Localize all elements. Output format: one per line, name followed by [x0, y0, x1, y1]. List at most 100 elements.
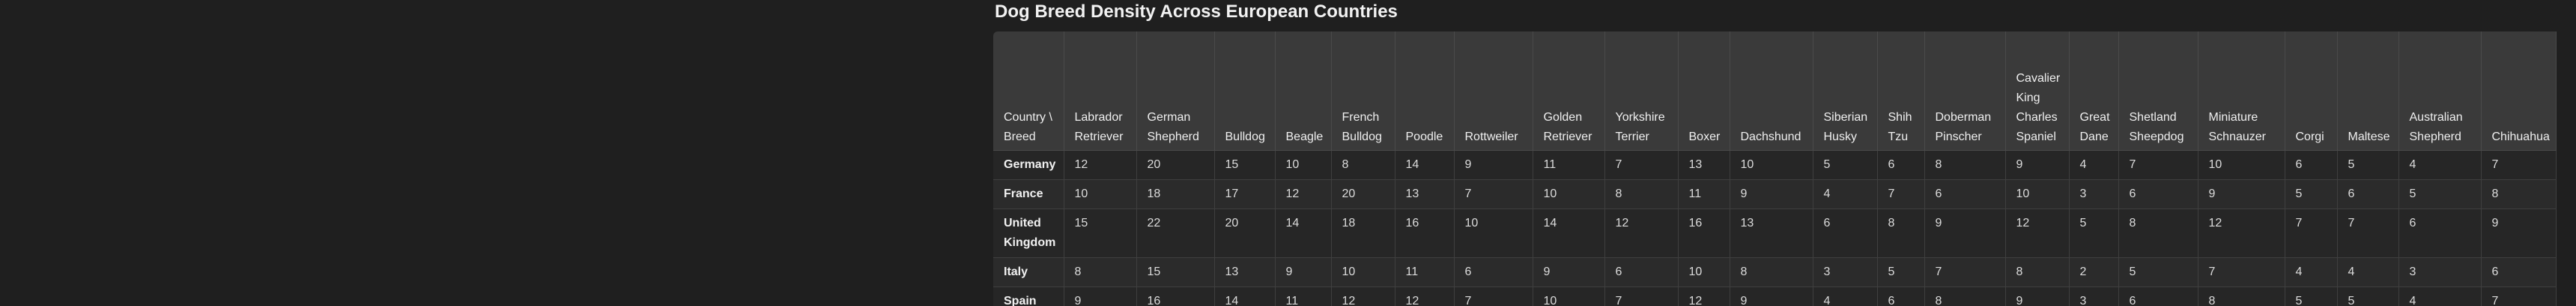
table-container[interactable]: Country \ Breed Labrador Retriever German…: [993, 32, 2576, 306]
table-cell: 8: [2198, 286, 2285, 306]
table-cell: 5: [2398, 179, 2482, 209]
table-cell: 8: [1877, 208, 1925, 258]
table-cell: 15: [1064, 208, 1137, 258]
table-cell: 6: [2118, 179, 2198, 209]
table-cell: 7: [1604, 150, 1679, 180]
column-header: Bulldog: [1214, 32, 1276, 151]
table-cell: 3: [1813, 257, 1878, 287]
table-cell: 3: [2398, 257, 2482, 287]
table-cell: 9: [1064, 286, 1137, 306]
table-cell: 8: [1604, 179, 1679, 209]
table-cell: 7: [1877, 179, 1925, 209]
table-body: Germany 12 20 15 10 8 14 9 11 7 13 10 5 6 8 9 4 7 10 6 5 4 7 Fr…: [993, 150, 2557, 306]
table-cell: 8: [1064, 257, 1137, 287]
column-header: Siberian Husky: [1813, 32, 1878, 151]
table-cell: 13: [1730, 208, 1813, 258]
table-cell: 20: [1214, 208, 1276, 258]
column-header: Great Dane: [2069, 32, 2119, 151]
column-header: Rottweiler: [1454, 32, 1533, 151]
table-cell: 16: [1136, 286, 1215, 306]
column-header: Boxer: [1678, 32, 1730, 151]
table-row: Germany 12 20 15 10 8 14 9 11 7 13 10 5 6 8 9 4 7 10 6 5 4 7: [993, 150, 2557, 180]
table-cell: 12: [1064, 150, 1137, 180]
table-cell: 5: [2337, 286, 2399, 306]
column-header: Shih Tzu: [1877, 32, 1925, 151]
table-row: Italy 8 15 13 9 10 11 6 9 6 10 8 3 5 7 8 2 5 7 4 4 3 6: [993, 257, 2557, 287]
table-cell: 10: [1678, 257, 1730, 287]
table-cell: 6: [1924, 179, 2006, 209]
table-cell: 10: [1275, 150, 1332, 180]
table-cell: 12: [1275, 179, 1332, 209]
table-cell: 4: [2337, 257, 2399, 287]
page-title: Dog Breed Density Across European Countr…: [995, 2, 1398, 22]
table-header-row: Country \ Breed Labrador Retriever German…: [993, 32, 2557, 151]
table-cell: 5: [1877, 257, 1925, 287]
table-cell: 6: [1877, 286, 1925, 306]
row-header-country: Germany: [993, 150, 1064, 180]
column-header: Labrador Retriever: [1064, 32, 1137, 151]
table-cell: 17: [1214, 179, 1276, 209]
table-cell: 11: [1678, 179, 1730, 209]
column-header: Beagle: [1275, 32, 1332, 151]
table-cell: 5: [1813, 150, 1878, 180]
table-cell: 6: [2118, 286, 2198, 306]
table-cell: 12: [1331, 286, 1395, 306]
table-cell: 4: [2398, 150, 2482, 180]
corner-header: Country \ Breed: [993, 32, 1064, 151]
table-cell: 7: [1454, 286, 1533, 306]
table-cell: 11: [1533, 150, 1605, 180]
table-cell: 12: [1395, 286, 1455, 306]
table-cell: 5: [2285, 286, 2338, 306]
table-cell: 18: [1136, 179, 1215, 209]
table-cell: 8: [2481, 179, 2557, 209]
table-cell: 12: [2198, 208, 2285, 258]
table-cell: 9: [2481, 208, 2557, 258]
table-cell: 9: [1275, 257, 1332, 287]
table-cell: 9: [1454, 150, 1533, 180]
table-cell: 9: [1730, 179, 1813, 209]
column-header: German Shepherd: [1136, 32, 1215, 151]
table-cell: 5: [2337, 150, 2399, 180]
table-cell: 7: [2285, 208, 2338, 258]
table-cell: 22: [1136, 208, 1215, 258]
table-cell: 4: [2069, 150, 2119, 180]
row-header-country: France: [993, 179, 1064, 209]
table-cell: 10: [1454, 208, 1533, 258]
table-cell: 18: [1331, 208, 1395, 258]
column-header: Yorkshire Terrier: [1604, 32, 1679, 151]
table-cell: 6: [1877, 150, 1925, 180]
table-cell: 3: [2069, 179, 2119, 209]
table-cell: 12: [1604, 208, 1679, 258]
column-header: Chihuahua: [2481, 32, 2557, 151]
column-header: Dachshund: [1730, 32, 1813, 151]
row-header-country: Spain: [993, 286, 1064, 306]
table-cell: 9: [2005, 286, 2070, 306]
table-cell: 14: [1275, 208, 1332, 258]
table-cell: 10: [1730, 150, 1813, 180]
table-cell: 13: [1678, 150, 1730, 180]
table-cell: 16: [1678, 208, 1730, 258]
table-cell: 7: [1924, 257, 2006, 287]
column-header: Poodle: [1395, 32, 1455, 151]
table-cell: 3: [2069, 286, 2119, 306]
table-cell: 7: [2198, 257, 2285, 287]
table-cell: 13: [1395, 179, 1455, 209]
table-cell: 10: [2198, 150, 2285, 180]
table-cell: 8: [1924, 150, 2006, 180]
table-cell: 9: [2005, 150, 2070, 180]
content-panel: Dog Breed Density Across European Countr…: [993, 0, 2576, 306]
table-cell: 10: [1064, 179, 1137, 209]
table-cell: 6: [2481, 257, 2557, 287]
table-cell: 10: [1533, 179, 1605, 209]
table-cell: 5: [2069, 208, 2119, 258]
table-cell: 8: [2005, 257, 2070, 287]
column-header: Maltese: [2337, 32, 2399, 151]
table-cell: 7: [2481, 150, 2557, 180]
table-cell: 7: [2337, 208, 2399, 258]
table-cell: 6: [2337, 179, 2399, 209]
table-cell: 13: [1214, 257, 1276, 287]
table-cell: 6: [1813, 208, 1878, 258]
table-row: France 10 18 17 12 20 13 7 10 8 11 9 4 7 6 10 3 6 9 5 6 5 8: [993, 179, 2557, 209]
table-cell: 12: [1678, 286, 1730, 306]
